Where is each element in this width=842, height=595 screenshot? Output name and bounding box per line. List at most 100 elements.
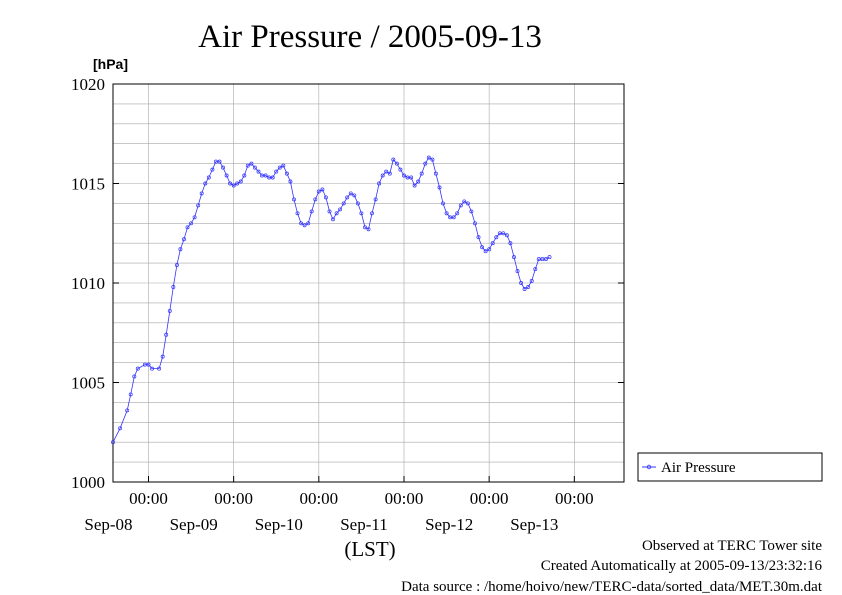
data-point: [210, 167, 215, 172]
data-point: [192, 215, 197, 220]
data-point: [430, 157, 435, 162]
x-tick-date-label: Sep-09: [170, 515, 218, 534]
data-point: [473, 221, 477, 226]
data-point: [469, 209, 474, 214]
data-point: [490, 241, 495, 246]
data-point: [345, 195, 350, 200]
data-point: [178, 247, 183, 252]
data-point: [501, 231, 506, 236]
data-point: [167, 308, 172, 313]
data-point: [256, 169, 261, 174]
y-tick-label: 1000: [71, 473, 105, 492]
data-point: [277, 165, 282, 170]
data-point: [284, 171, 289, 176]
data-point: [199, 191, 204, 196]
y-axis-ticks: 1000 1005 1010 1015 1020: [71, 75, 624, 492]
x-tick-date-label: Sep-11: [340, 515, 388, 534]
series-line-air-pressure: [112, 157, 550, 443]
data-point: [398, 167, 403, 172]
data-point: [412, 183, 417, 188]
data-point: [323, 195, 328, 200]
x-tick-time-label: 00:00: [214, 489, 253, 508]
y-tick-label: 1020: [71, 75, 105, 94]
data-point: [231, 183, 236, 188]
data-point: [433, 171, 438, 176]
data-point: [533, 267, 538, 272]
data-point: [543, 257, 548, 262]
x-tick-date-label: Sep-13: [510, 515, 558, 534]
x-tick-time-label: 00:00: [470, 489, 509, 508]
data-point: [111, 440, 115, 445]
data-point: [174, 263, 179, 268]
data-point: [504, 233, 509, 238]
data-point: [366, 227, 371, 232]
data-point: [288, 179, 293, 184]
data-point: [405, 175, 410, 180]
y-tick-label: 1005: [71, 374, 105, 393]
data-point: [203, 181, 208, 186]
data-point: [359, 211, 364, 216]
data-point: [182, 237, 186, 242]
data-point: [526, 285, 531, 289]
data-point: [228, 181, 233, 186]
data-point: [426, 155, 431, 160]
data-point: [132, 374, 137, 379]
x-tick-date-label: Sep-10: [255, 515, 303, 534]
legend-marker-swatch: [646, 464, 652, 470]
data-point: [419, 171, 424, 176]
data-point: [331, 217, 335, 222]
data-point: [341, 201, 346, 206]
data-point: [118, 426, 123, 431]
grid-lines: [113, 84, 624, 482]
x-tick-time-label: 00:00: [129, 489, 168, 508]
data-point: [522, 287, 527, 291]
data-point: [306, 221, 311, 226]
data-point: [476, 235, 481, 240]
data-point: [334, 211, 339, 216]
data-point: [224, 173, 229, 178]
plot-frame: [112, 83, 625, 483]
data-point: [394, 161, 399, 166]
data-point: [235, 181, 240, 186]
data-point: [423, 161, 428, 166]
data-point: [309, 209, 314, 214]
data-point: [508, 241, 513, 246]
data-point: [402, 173, 406, 178]
data-point: [494, 235, 499, 240]
data-point: [320, 187, 325, 192]
x-tick-time-label: 00:00: [299, 489, 338, 508]
data-point: [125, 408, 130, 413]
data-point: [157, 366, 162, 371]
data-point: [441, 201, 445, 206]
data-point: [295, 211, 300, 216]
data-point: [480, 245, 485, 250]
data-point: [352, 193, 357, 198]
data-point: [316, 189, 321, 194]
data-point: [363, 225, 367, 230]
data-point: [338, 207, 343, 212]
data-point: [348, 191, 353, 196]
data-point: [245, 163, 250, 168]
legend-label-air-pressure: Air Pressure: [661, 460, 736, 476]
data-point: [196, 203, 201, 208]
footer-data-source: Data source : /home/hoivo/new/TERC-data/…: [401, 579, 823, 595]
data-point: [462, 199, 467, 204]
data-point: [249, 161, 254, 166]
data-point: [302, 223, 307, 228]
data-point: [529, 279, 534, 283]
data-point: [355, 201, 360, 206]
data-point: [267, 175, 272, 180]
legend: Air Pressure: [637, 452, 823, 482]
data-point: [515, 269, 520, 274]
data-point: [547, 255, 552, 260]
data-point: [217, 159, 222, 164]
x-tick-time-label: 00:00: [555, 489, 594, 508]
data-point: [458, 203, 463, 208]
y-axis-unit-label: [hPa]: [93, 56, 128, 72]
x-tick-date-label: Sep-08: [84, 515, 132, 534]
y-tick-label: 1010: [71, 274, 105, 293]
data-point: [327, 209, 332, 214]
data-point: [519, 281, 524, 285]
data-point: [313, 197, 318, 202]
